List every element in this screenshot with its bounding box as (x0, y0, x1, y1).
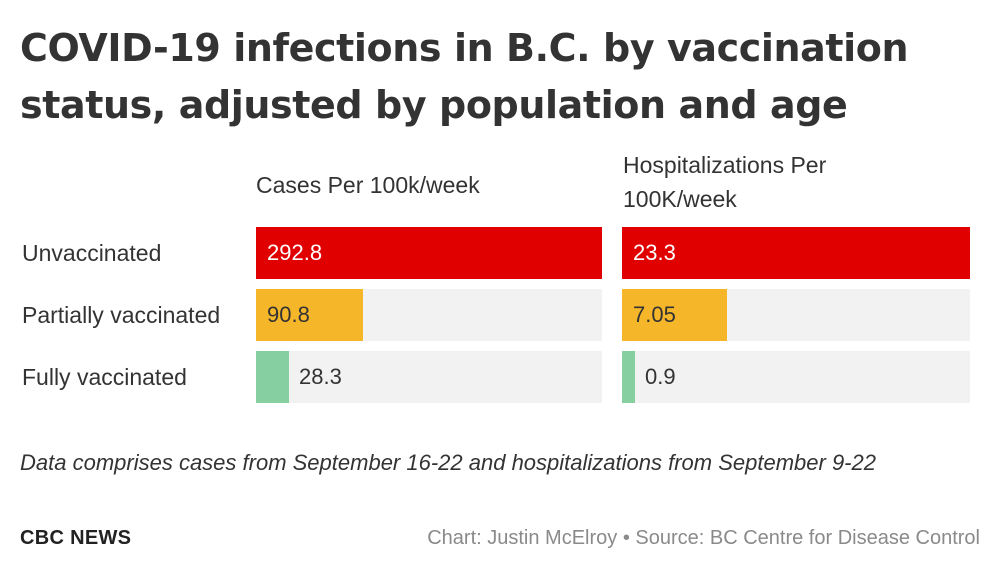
data-label-partially-vaccinated-1: 7.05 (633, 302, 676, 327)
bar-track-partially-vaccinated-0: 90.8 (256, 289, 602, 341)
bar-track-fully-vaccinated-1: 0.9 (622, 351, 970, 403)
chart-credit: Chart: Justin McElroy • Source: BC Centr… (427, 527, 980, 549)
row-label-unvaccinated: Unvaccinated (22, 240, 162, 266)
row-label-partially-vaccinated: Partially vaccinated (22, 302, 221, 328)
bar-fully-vaccinated-0 (256, 351, 290, 403)
bar-partially-vaccinated-1 (622, 289, 728, 341)
column-header-cases: Cases Per 100k/week (256, 172, 480, 198)
bar-unvaccinated-0 (256, 227, 602, 279)
data-label-unvaccinated-0: 292.8 (267, 240, 323, 265)
brand-logo: CBC NEWS (20, 527, 132, 549)
bar-track-unvaccinated-0: 292.8 (256, 227, 602, 279)
column-header-hospitalizations: Hospitalizations Per 100K/week (623, 152, 827, 212)
bar-track-partially-vaccinated-1: 7.05 (622, 289, 970, 341)
row-label-fully-vaccinated: Fully vaccinated (22, 364, 187, 390)
bar-unvaccinated-1 (622, 227, 970, 279)
data-label-fully-vaccinated-0: 28.3 (299, 364, 342, 389)
chart-title: COVID-19 infections in B.C. by vaccinati… (20, 26, 909, 127)
bar-fully-vaccinated-1 (622, 351, 636, 403)
bar-track-unvaccinated-1: 23.3 (622, 227, 970, 279)
bar-partially-vaccinated-0 (256, 289, 364, 341)
data-label-fully-vaccinated-1: 0.9 (645, 364, 676, 389)
bar-track-fully-vaccinated-0: 28.3 (256, 351, 602, 403)
data-note: Data comprises cases from September 16-2… (20, 450, 876, 475)
data-label-partially-vaccinated-0: 90.8 (267, 302, 310, 327)
data-label-unvaccinated-1: 23.3 (633, 240, 676, 265)
